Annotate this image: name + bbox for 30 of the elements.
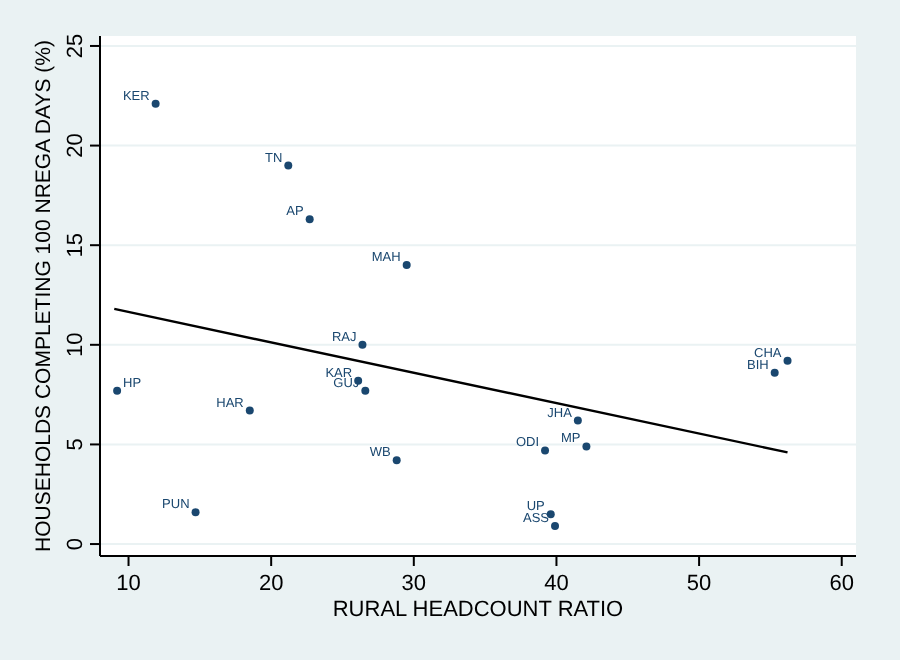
point [151, 99, 160, 108]
point [245, 406, 254, 415]
x-tick-label: 60 [829, 572, 854, 596]
y-tick-label: 15 [64, 232, 88, 258]
x-tick-label: 20 [258, 572, 284, 596]
point [551, 522, 560, 531]
x-axis-title: RURAL HEADCOUNT RATIO [332, 598, 625, 622]
y-tick-label: 10 [64, 332, 88, 358]
y-tick-label: 25 [64, 33, 88, 59]
point [582, 442, 591, 451]
point [573, 416, 582, 425]
point [392, 456, 401, 465]
y-tick-label: 20 [64, 133, 88, 158]
point [361, 386, 370, 395]
point [284, 161, 293, 170]
x-tick-label: 30 [401, 572, 427, 596]
x-tick-label: 50 [686, 572, 712, 596]
point [113, 386, 122, 395]
point [541, 446, 550, 455]
point [191, 508, 200, 517]
y-axis-title: HOUSEHOLDS COMPLETING 100 NREGA DAYS (%) [32, 40, 56, 552]
x-tick-label: 10 [116, 572, 141, 596]
point [783, 356, 792, 365]
point [358, 340, 367, 349]
x-tick-label: 40 [544, 572, 569, 596]
point [402, 261, 411, 270]
y-tick-label: 5 [64, 438, 88, 451]
point [770, 368, 779, 377]
y-tick-label: 0 [64, 537, 88, 551]
point [305, 215, 314, 224]
